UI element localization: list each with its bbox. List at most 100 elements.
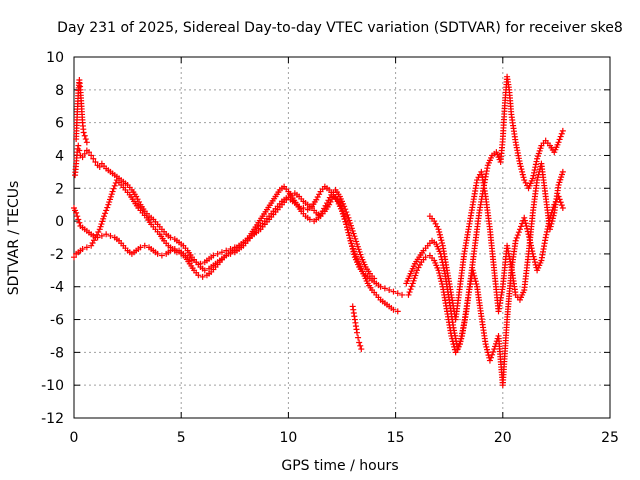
data-point [490, 348, 497, 355]
data-point [512, 237, 519, 244]
data-point [543, 228, 550, 235]
y-axis-label: SDTVAR / TECUs [6, 181, 22, 296]
x-tick-label: 5 [177, 430, 186, 446]
data-point [342, 218, 349, 225]
data-point [154, 250, 161, 257]
data-point [537, 145, 544, 152]
data-point [406, 289, 413, 296]
data-point [394, 308, 401, 315]
data-point [531, 169, 538, 176]
axis-ticks: 0 5 10 15 20 25 -12 -10 -8 -6 -4 -2 0 2 4 6 8 10 [41, 50, 619, 446]
data-point [381, 285, 388, 292]
data-point [141, 242, 148, 249]
data-point [107, 193, 114, 200]
data-point [347, 237, 354, 244]
data-point [91, 237, 98, 244]
data-point [108, 191, 115, 198]
data-point [107, 196, 114, 203]
data-point [558, 130, 565, 137]
data-point [555, 181, 562, 188]
data-point [436, 272, 443, 279]
data-point [436, 270, 443, 277]
data-point [137, 244, 144, 251]
data-point [530, 253, 537, 260]
data-point [471, 272, 478, 279]
data-point [469, 267, 476, 274]
data-point [351, 248, 358, 255]
data-point [287, 191, 294, 198]
data-point [436, 229, 443, 236]
data-point [529, 175, 536, 182]
data-point [439, 280, 446, 287]
data-point [558, 171, 565, 178]
data-point [210, 252, 217, 259]
data-point [390, 288, 397, 295]
data-point [342, 206, 349, 213]
data-point [534, 174, 541, 181]
y-tick-label: 2 [55, 181, 64, 197]
data-point [432, 220, 439, 227]
data-point [350, 230, 357, 237]
data-point [76, 219, 83, 226]
data-point [351, 233, 358, 240]
data-point [473, 280, 480, 287]
data-point [195, 272, 202, 279]
data-point [300, 204, 307, 211]
x-tick-label: 0 [70, 430, 79, 446]
data-point [358, 346, 365, 353]
data-point [474, 177, 481, 184]
data-point [348, 222, 355, 229]
data-point [111, 182, 118, 189]
data-point [314, 194, 321, 201]
data-point [197, 260, 204, 267]
data-point [523, 223, 530, 230]
data-point [340, 210, 347, 217]
data-point [353, 238, 360, 245]
data-point [439, 239, 446, 246]
data-point [93, 231, 100, 238]
data-point [449, 338, 456, 345]
data-point [96, 163, 103, 170]
y-tick-label: -4 [50, 280, 64, 296]
data-point [518, 223, 525, 230]
data-point [79, 154, 86, 161]
data-point [355, 334, 362, 341]
data-point [517, 163, 524, 170]
data-point [348, 240, 355, 247]
data-point [435, 267, 442, 274]
data-point [346, 217, 353, 224]
data-point [534, 153, 541, 160]
data-point [354, 243, 361, 250]
data-point [472, 278, 479, 285]
data-point [536, 147, 543, 154]
data-point [98, 221, 105, 228]
x-tick-label: 10 [279, 430, 297, 446]
data-point [557, 176, 564, 183]
data-point [73, 209, 80, 216]
data-point [531, 256, 538, 263]
data-point [345, 229, 352, 236]
y-tick-label: -6 [50, 313, 64, 329]
data-point [558, 202, 565, 209]
data-point [422, 254, 429, 261]
data-point [71, 254, 77, 261]
data-point [343, 221, 350, 228]
y-tick-label: 0 [55, 214, 64, 230]
data-point [341, 215, 348, 222]
data-point [438, 237, 445, 244]
data-point [74, 213, 81, 220]
data-point [357, 251, 364, 258]
data-point [343, 209, 350, 216]
data-point [97, 223, 104, 230]
data-point [81, 150, 88, 157]
data-point [103, 207, 110, 214]
data-point [83, 244, 90, 251]
data-point [559, 127, 566, 134]
data-point [437, 234, 444, 241]
data-point [75, 216, 82, 223]
data-point [377, 283, 384, 290]
data-point [86, 149, 93, 156]
data-point [344, 211, 351, 218]
data-point [90, 155, 97, 162]
data-point [411, 275, 418, 282]
